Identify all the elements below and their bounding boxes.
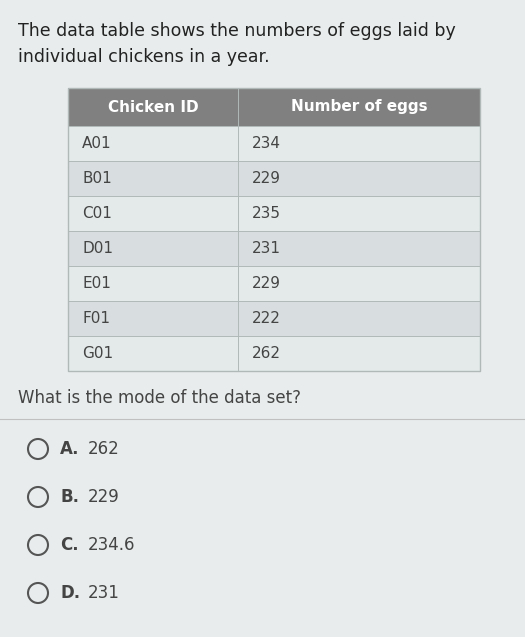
Text: B.: B. bbox=[60, 488, 79, 506]
Bar bbox=[68, 301, 480, 336]
Bar bbox=[68, 88, 480, 126]
Text: 222: 222 bbox=[252, 311, 281, 326]
Text: C.: C. bbox=[60, 536, 79, 554]
Text: Chicken ID: Chicken ID bbox=[108, 99, 198, 115]
Bar bbox=[68, 126, 480, 161]
Text: The data table shows the numbers of eggs laid by: The data table shows the numbers of eggs… bbox=[18, 22, 456, 40]
Text: 229: 229 bbox=[252, 276, 281, 291]
Bar bbox=[68, 196, 480, 231]
Text: D.: D. bbox=[60, 584, 80, 602]
Text: 235: 235 bbox=[252, 206, 281, 221]
Text: What is the mode of the data set?: What is the mode of the data set? bbox=[18, 389, 301, 407]
Text: E01: E01 bbox=[82, 276, 111, 291]
Text: G01: G01 bbox=[82, 346, 113, 361]
Bar bbox=[68, 266, 480, 301]
Text: individual chickens in a year.: individual chickens in a year. bbox=[18, 48, 270, 66]
Text: 229: 229 bbox=[88, 488, 120, 506]
Text: 234.6: 234.6 bbox=[88, 536, 135, 554]
Text: 229: 229 bbox=[252, 171, 281, 186]
Bar bbox=[68, 336, 480, 371]
Bar bbox=[68, 161, 480, 196]
Bar bbox=[68, 88, 480, 371]
Text: C01: C01 bbox=[82, 206, 112, 221]
Text: 262: 262 bbox=[88, 440, 120, 458]
Text: A.: A. bbox=[60, 440, 79, 458]
Text: Number of eggs: Number of eggs bbox=[291, 99, 427, 115]
Text: 234: 234 bbox=[252, 136, 281, 151]
Text: D01: D01 bbox=[82, 241, 113, 256]
Text: B01: B01 bbox=[82, 171, 112, 186]
Text: 262: 262 bbox=[252, 346, 281, 361]
Text: 231: 231 bbox=[252, 241, 281, 256]
Text: 231: 231 bbox=[88, 584, 120, 602]
Text: A01: A01 bbox=[82, 136, 112, 151]
Bar bbox=[68, 231, 480, 266]
Text: F01: F01 bbox=[82, 311, 110, 326]
